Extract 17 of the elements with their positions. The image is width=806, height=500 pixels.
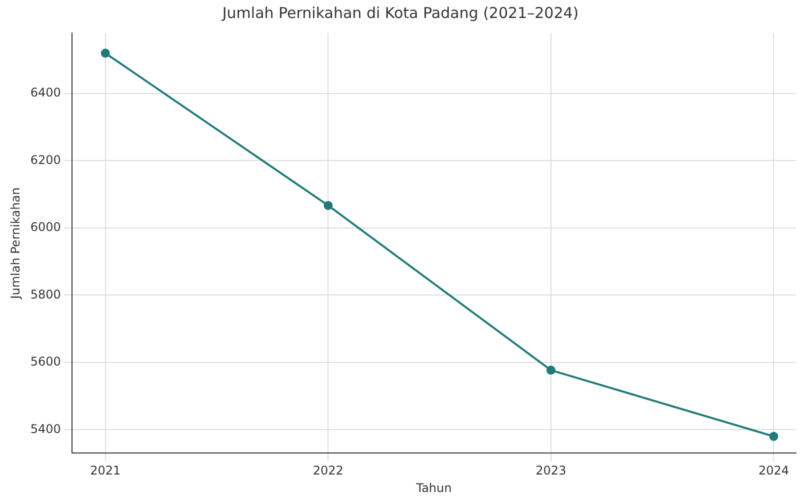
- x-tick-label: 2021: [90, 464, 121, 478]
- y-tick-label: 5600: [30, 354, 61, 369]
- y-tick-label: 6000: [30, 220, 61, 234]
- point: [100, 48, 110, 58]
- x-axis-title: Tahun: [415, 480, 452, 495]
- point: [769, 432, 778, 441]
- y-axis-title: Jumlah Pernikahan: [8, 187, 22, 300]
- x-tick-label: 2023: [536, 464, 566, 478]
- y-tick-label: 5400: [30, 422, 61, 436]
- x-tick-label: 2024: [758, 464, 789, 478]
- y-tick-label: 6400: [30, 86, 61, 100]
- x-tick-label: 2022: [312, 464, 344, 478]
- y-tick-label: 6200: [30, 152, 61, 167]
- point: [546, 366, 556, 375]
- y-tick-label: 5800: [30, 287, 61, 302]
- point: [324, 200, 333, 210]
- chart-title: Jumlah Pernikahan di Kota Padang (2021–2024): [221, 4, 579, 22]
